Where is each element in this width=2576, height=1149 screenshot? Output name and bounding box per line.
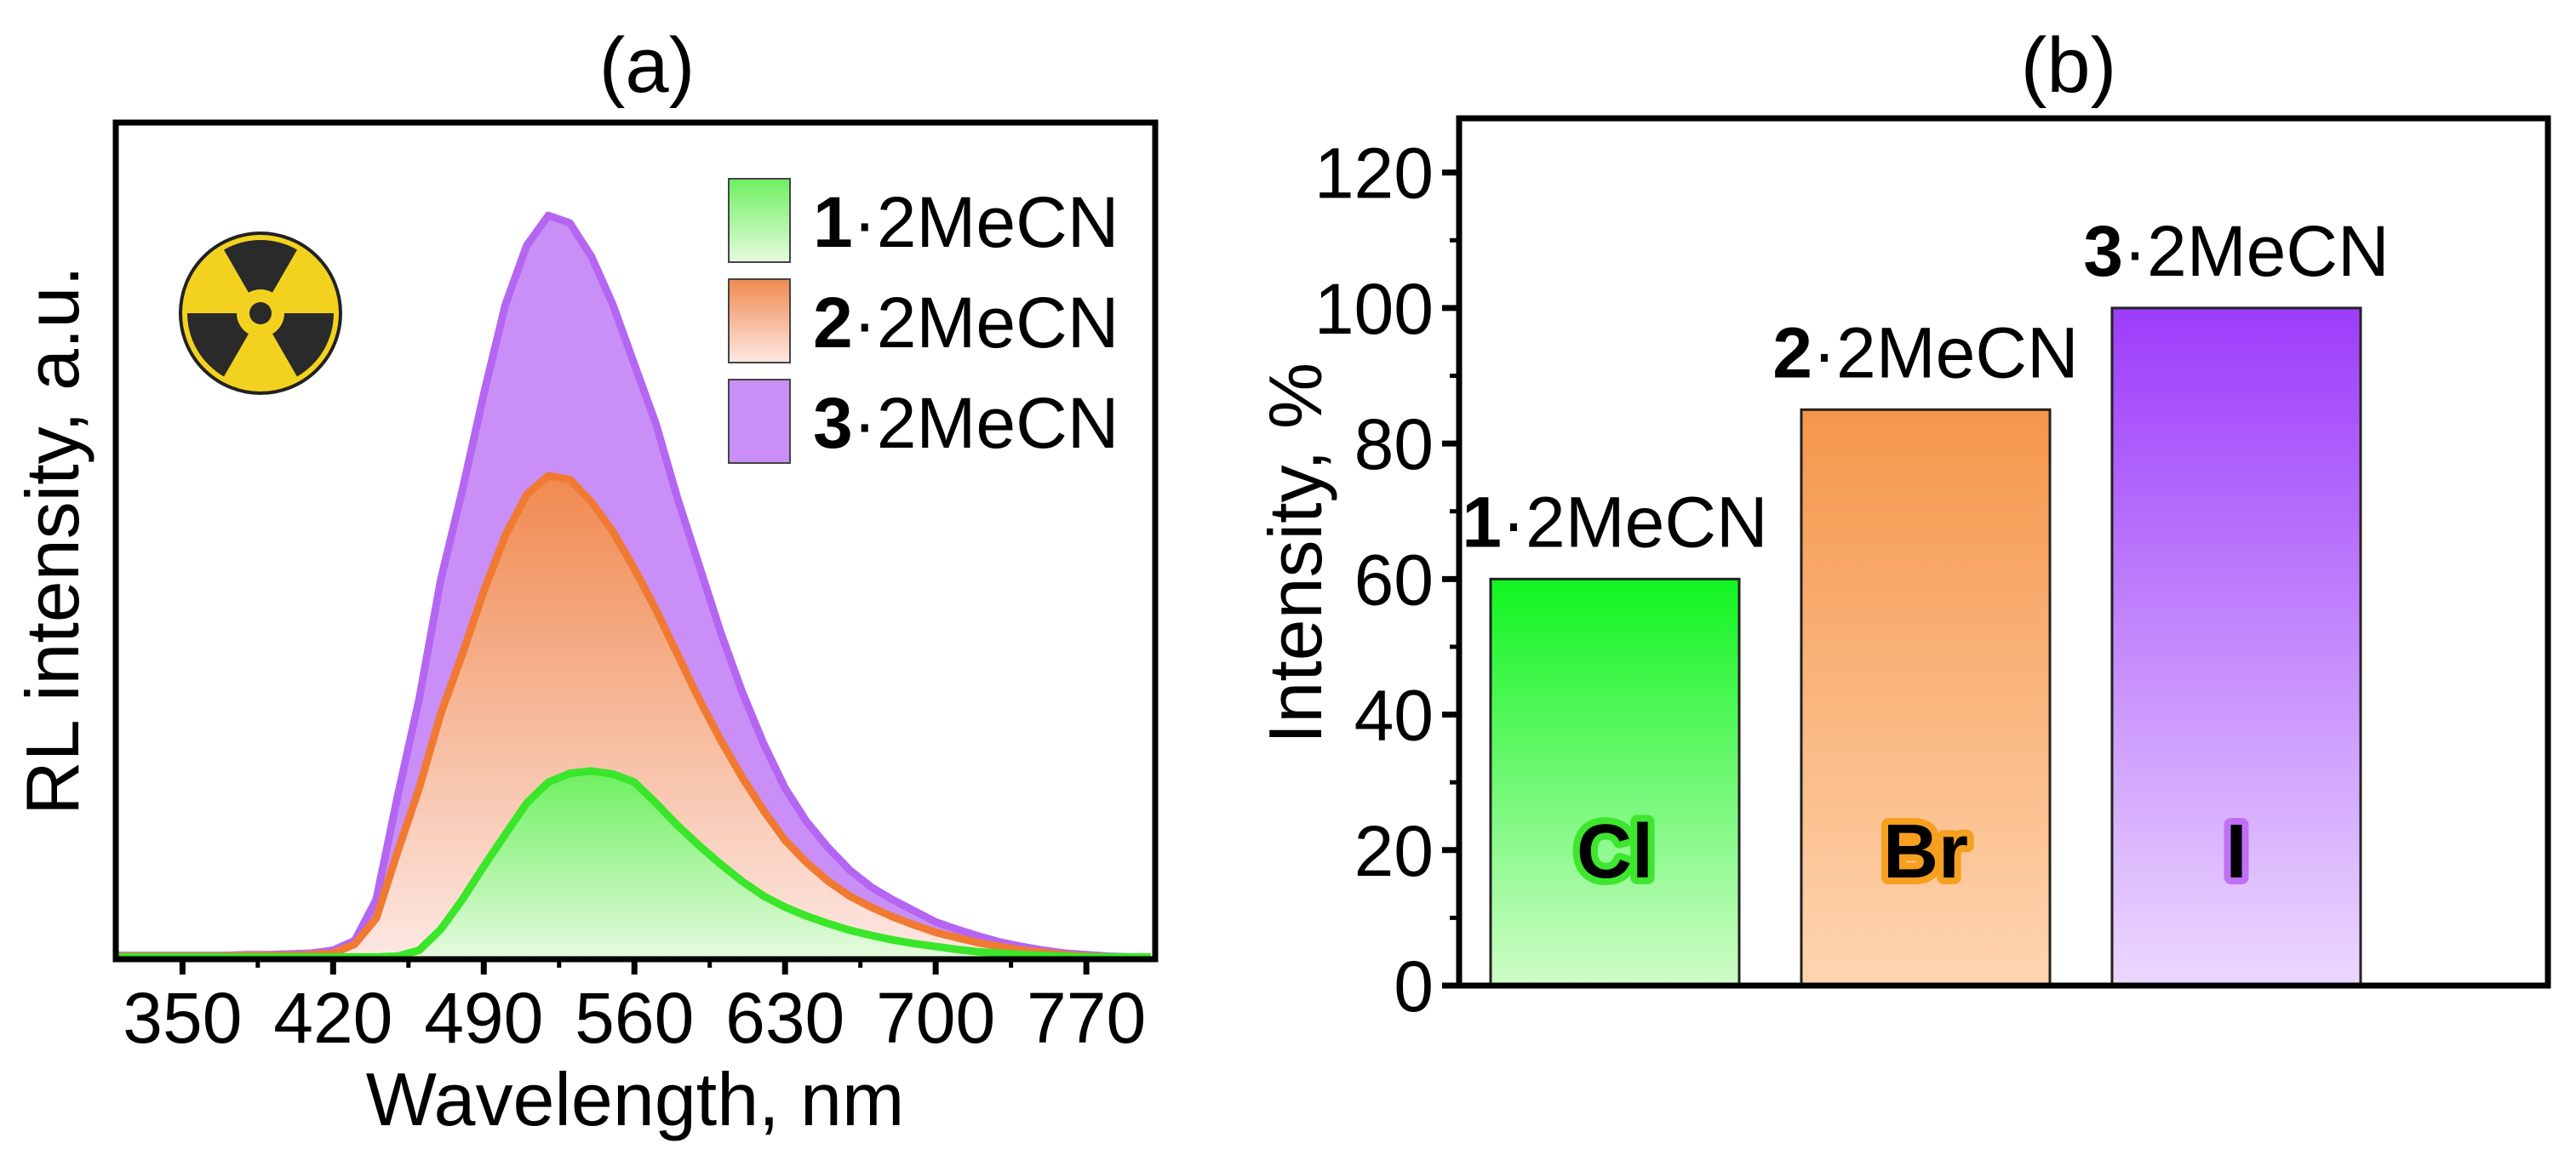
legend: 1·2MeCN 2·2MeCN 3·2MeCN [728,178,1119,464]
x-tick-label: 630 [725,978,844,1058]
legend-label: 2·2MeCN [813,283,1119,363]
legend-swatch [728,278,791,363]
x-axis-label: Wavelength, nm [366,1057,905,1141]
panel-a-spectra: (a) 350 420 490 560 630 700 770 Wavelength, nm… [10,22,1159,1141]
y-axis-label: RL intensity, a.u. [10,266,94,815]
y-tick-label: 20 [1354,811,1434,891]
x-tick-label: 350 [123,978,242,1058]
legend-swatch [728,379,791,464]
x-tick-label: 490 [424,978,543,1058]
x-tick-label: 700 [876,978,995,1058]
bar-label: 2·2MeCN [1772,312,2078,392]
legend-label: 3·2MeCN [813,383,1119,463]
x-axis-ticks: 350 420 490 560 630 700 770 [123,959,1146,1058]
radiation-icon [179,232,342,395]
element-label: Cl [1577,809,1653,895]
y-axis-label-b: Intensity, % [1253,363,1337,744]
series-area-1 [117,770,1151,959]
legend-swatch [728,178,791,263]
panel-a-title: (a) [599,22,695,109]
bars: 1·2MeCN Cl 2·2MeCN Br 3·2MeCN I [1462,211,2390,987]
element-label: I [2225,809,2247,895]
x-tick-label: 420 [273,978,392,1058]
series-area-2 [117,476,1151,959]
y-tick-label: 0 [1394,946,1434,1026]
legend-item-3: 3·2MeCN [728,379,1119,464]
y-tick-label: 40 [1354,676,1434,756]
element-label: Br [1883,809,1968,895]
panel-b-title: (b) [2021,22,2116,109]
bar-Br [1800,408,2052,987]
plot-frame-b [1456,115,2551,989]
y-tick-label: 120 [1314,134,1434,214]
x-tick-label: 560 [575,978,694,1058]
y-axis-ticks: 0 20 40 60 80 100 120 [1314,134,1459,1026]
bar-label: 1·2MeCN [1462,482,1767,562]
bar-I [2110,306,2362,987]
y-tick-label: 80 [1354,404,1434,484]
panel-b-bars: (b) 1·2MeCN Cl 2·2MeCN Br 3·2MeCN I 0 20 40 60 80… [1253,22,2551,1026]
bar-label: 3·2MeCN [2083,211,2389,291]
y-tick-label: 100 [1314,269,1434,349]
legend-label: 1·2MeCN [813,182,1119,262]
legend-item-2: 2·2MeCN [728,278,1119,363]
x-tick-label: 770 [1027,978,1146,1058]
bar-Cl [1489,577,1741,987]
y-tick-label: 60 [1354,540,1434,620]
legend-item-1: 1·2MeCN [728,178,1119,263]
